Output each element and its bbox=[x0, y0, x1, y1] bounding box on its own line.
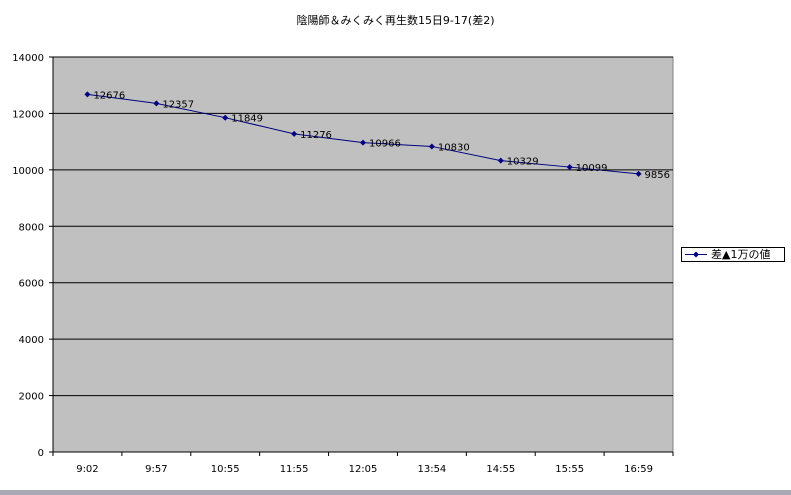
y-tick-label: 12000 bbox=[12, 109, 44, 120]
data-point bbox=[153, 100, 160, 107]
data-point bbox=[635, 170, 642, 177]
y-tick-label: 6000 bbox=[19, 279, 44, 290]
series-line bbox=[84, 91, 642, 177]
data-point bbox=[428, 143, 435, 150]
x-tick-label: 11:55 bbox=[280, 464, 309, 475]
axes bbox=[49, 56, 674, 456]
y-tick-label: 4000 bbox=[19, 335, 44, 346]
x-tick-labels: 9:02 9:57 10:55 11:55 12:05 13:54 14:55 15:55 16… bbox=[76, 464, 653, 475]
chart-title: 陰陽師＆みくみく再生数15日9-17(差2) bbox=[296, 14, 495, 27]
data-point bbox=[222, 114, 229, 121]
y-tick-label: 2000 bbox=[19, 392, 44, 403]
y-tick-label: 8000 bbox=[19, 222, 44, 233]
data-point bbox=[566, 164, 573, 171]
window-bottom-edge bbox=[0, 490, 791, 495]
data-label: 11276 bbox=[300, 130, 332, 141]
data-point bbox=[291, 130, 298, 137]
plot-area bbox=[52, 56, 674, 453]
data-label: 10830 bbox=[438, 142, 470, 153]
data-point bbox=[84, 91, 91, 98]
legend-swatch bbox=[685, 251, 707, 258]
gridlines bbox=[53, 56, 673, 397]
y-tick-labels: 0 2000 4000 6000 8000 10000 12000 14000 bbox=[12, 53, 44, 459]
data-label: 9856 bbox=[645, 170, 670, 181]
data-label: 12676 bbox=[93, 90, 125, 101]
data-label: 10099 bbox=[576, 163, 608, 174]
x-tick-label: 16:59 bbox=[624, 464, 653, 475]
data-point bbox=[360, 139, 366, 146]
x-tick-label: 9:02 bbox=[76, 464, 98, 475]
data-point bbox=[497, 157, 504, 164]
y-tick-label: 0 bbox=[38, 448, 44, 459]
x-tick-label: 15:55 bbox=[555, 464, 584, 475]
data-label: 10329 bbox=[507, 157, 539, 168]
legend: 差▲1万の値 bbox=[681, 247, 785, 262]
x-tick-label: 13:54 bbox=[417, 464, 446, 475]
y-tick-label: 10000 bbox=[12, 166, 44, 177]
data-labels: 12676 12357 11849 11276 10966 10830 10329 10099… bbox=[93, 90, 670, 181]
x-tick-label: 12:05 bbox=[349, 464, 378, 475]
x-tick-label: 9:57 bbox=[145, 464, 167, 475]
data-label: 10966 bbox=[369, 139, 401, 150]
x-tick-label: 14:55 bbox=[486, 464, 515, 475]
y-tick-label: 14000 bbox=[12, 53, 44, 64]
x-tick-label: 10:55 bbox=[211, 464, 240, 475]
data-label: 12357 bbox=[162, 99, 194, 110]
legend-label: 差▲1万の値 bbox=[711, 248, 771, 261]
data-label: 11849 bbox=[231, 114, 263, 125]
